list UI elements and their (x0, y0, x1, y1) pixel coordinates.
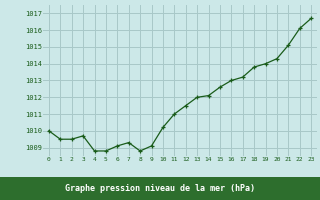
Text: Graphe pression niveau de la mer (hPa): Graphe pression niveau de la mer (hPa) (65, 184, 255, 193)
